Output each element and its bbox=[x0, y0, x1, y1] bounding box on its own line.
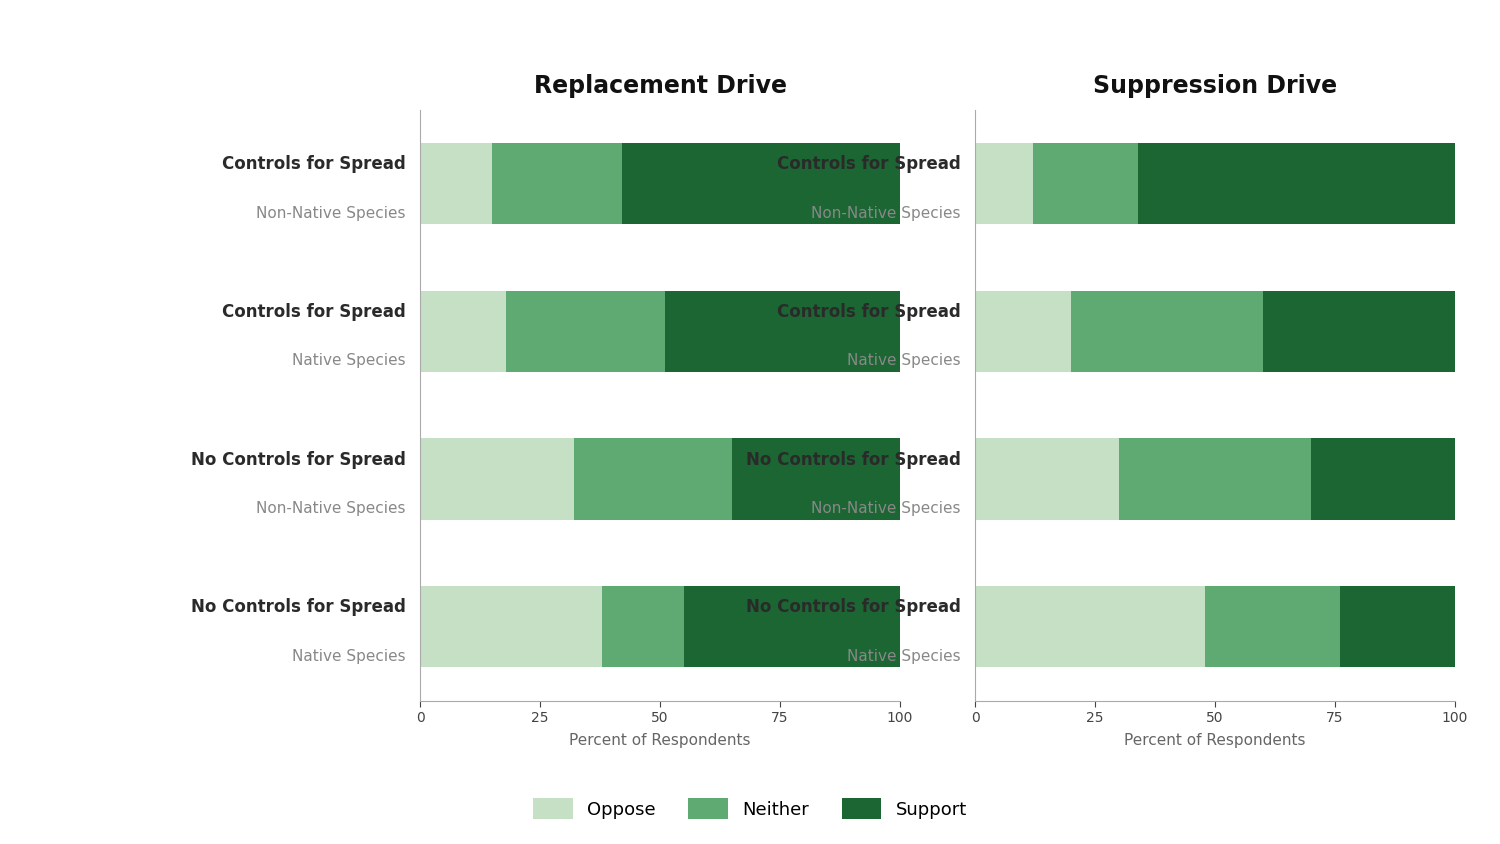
Text: Controls for Spread: Controls for Spread bbox=[777, 303, 960, 321]
Bar bbox=[1311, 438, 1455, 520]
Bar bbox=[1119, 438, 1311, 520]
Bar bbox=[684, 586, 900, 668]
Text: Non-Native Species: Non-Native Species bbox=[812, 206, 960, 220]
Bar bbox=[1071, 290, 1263, 372]
Text: Native Species: Native Species bbox=[292, 354, 405, 368]
Bar bbox=[420, 143, 492, 225]
Bar bbox=[1263, 290, 1455, 372]
Legend: Oppose, Neither, Support: Oppose, Neither, Support bbox=[525, 791, 975, 826]
Text: Non-Native Species: Non-Native Species bbox=[256, 501, 405, 516]
Text: Native Species: Native Species bbox=[847, 649, 960, 663]
Text: Native Species: Native Species bbox=[292, 649, 405, 663]
Bar bbox=[1340, 586, 1455, 668]
Bar bbox=[420, 438, 573, 520]
Text: No Controls for Spread: No Controls for Spread bbox=[190, 598, 405, 616]
Text: No Controls for Spread: No Controls for Spread bbox=[746, 451, 960, 468]
Bar bbox=[492, 143, 621, 225]
Bar bbox=[603, 586, 684, 668]
Text: Non-Native Species: Non-Native Species bbox=[812, 501, 960, 516]
Bar bbox=[975, 586, 1206, 668]
Bar bbox=[975, 290, 1071, 372]
Bar bbox=[664, 290, 900, 372]
Bar bbox=[507, 290, 664, 372]
Text: Controls for Spread: Controls for Spread bbox=[777, 155, 960, 173]
Bar bbox=[420, 586, 603, 668]
Bar bbox=[420, 290, 507, 372]
Bar bbox=[573, 438, 732, 520]
Text: Controls for Spread: Controls for Spread bbox=[222, 303, 405, 321]
X-axis label: Percent of Respondents: Percent of Respondents bbox=[1125, 733, 1305, 749]
Bar bbox=[1138, 143, 1455, 225]
Text: No Controls for Spread: No Controls for Spread bbox=[746, 598, 960, 616]
Bar bbox=[1206, 586, 1340, 668]
Bar bbox=[975, 438, 1119, 520]
Bar bbox=[732, 438, 900, 520]
Text: Controls for Spread: Controls for Spread bbox=[222, 155, 405, 173]
Bar bbox=[1032, 143, 1138, 225]
X-axis label: Percent of Respondents: Percent of Respondents bbox=[570, 733, 752, 749]
Text: No Controls for Spread: No Controls for Spread bbox=[190, 451, 405, 468]
Title: Suppression Drive: Suppression Drive bbox=[1094, 74, 1336, 98]
Title: Replacement Drive: Replacement Drive bbox=[534, 74, 786, 98]
Bar bbox=[975, 143, 1032, 225]
Bar bbox=[621, 143, 900, 225]
Text: Non-Native Species: Non-Native Species bbox=[256, 206, 405, 220]
Text: Native Species: Native Species bbox=[847, 354, 960, 368]
